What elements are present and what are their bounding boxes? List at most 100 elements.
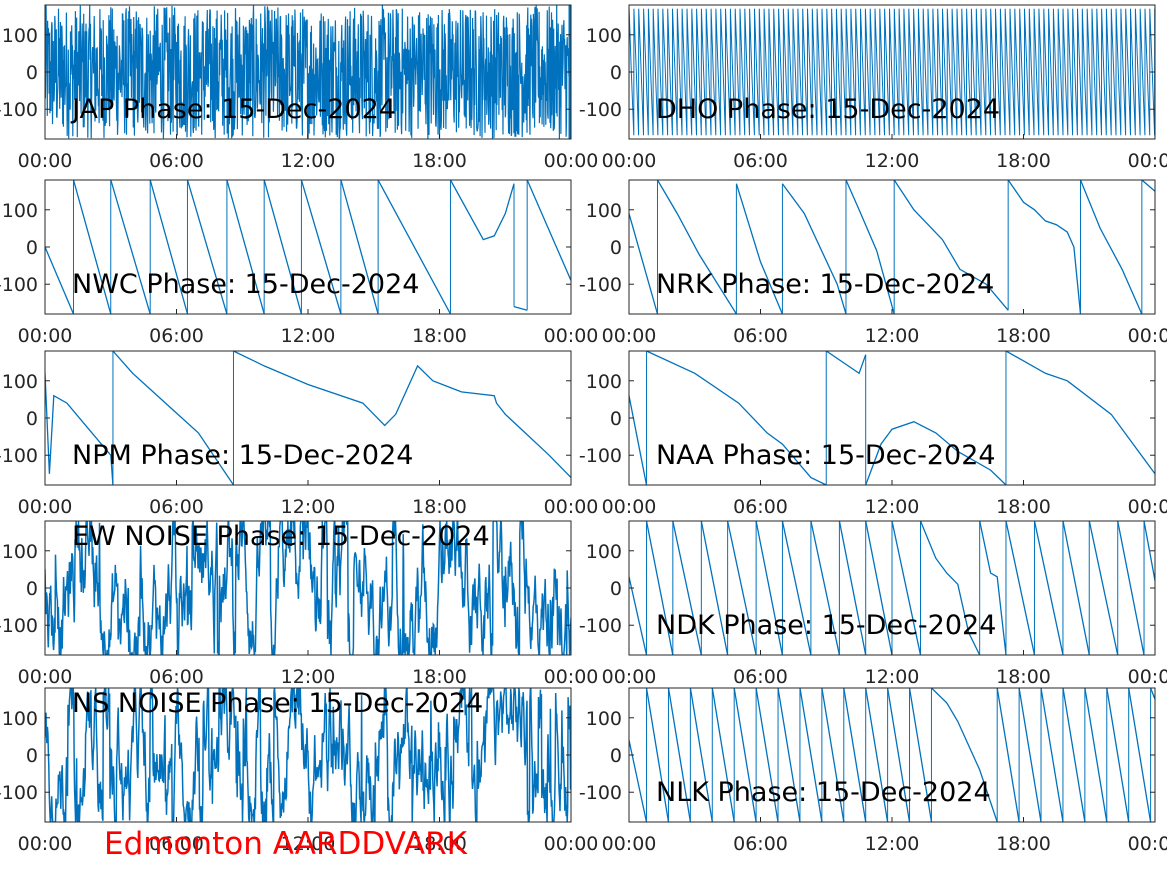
panel-title-npm: NPM Phase: 15-Dec-2024 (72, 440, 413, 471)
trace-nwc-10 (449, 180, 515, 241)
trace-nrk-6 (1007, 180, 1082, 314)
ytick-label: 100 (2, 200, 38, 222)
trace-nwc-1 (72, 180, 112, 314)
ytick-label: 100 (586, 200, 622, 222)
xtick-label: 18:00 (412, 496, 467, 518)
panel-ew: 100 0 -100 00:00 06:00 12:00 18:00 00:00 EW NOIS… (0, 520, 599, 688)
trace-nlk-21 (1128, 688, 1152, 822)
xtick-label: 00:00 (602, 325, 657, 347)
panel-title-ew: EW NOISE Phase: 15-Dec-2024 (72, 521, 490, 552)
xtick-label: 12:00 (865, 496, 920, 518)
trace-ndk-10 (891, 521, 922, 655)
trace-nlk-6 (755, 688, 779, 822)
trace-nlk-9 (821, 688, 845, 822)
xtick-label: 06:00 (149, 496, 204, 518)
xtick-label: 06:00 (733, 150, 788, 172)
trace-ndk-2 (672, 521, 702, 655)
ytick-label: 100 (586, 541, 622, 563)
series-nwc (45, 180, 571, 314)
xtick-label: 00:00 (602, 833, 657, 855)
trace-ndk-12 (979, 521, 1007, 655)
trace-ndk-0 (629, 576, 648, 655)
ytick-label: 0 (610, 408, 622, 430)
trace-nlk-14 (931, 688, 998, 822)
trace-nwc-11 (513, 305, 528, 311)
trace-nrk-2 (735, 183, 783, 314)
trace-nlk-20 (1106, 688, 1130, 822)
trace-nrk-1 (656, 180, 737, 314)
xtick-label: 00:00 (1128, 150, 1167, 172)
panel-naa: 100 0 -100 00:00 06:00 12:00 18:00 00:00 NAA Pha… (579, 350, 1167, 518)
panel-title-jap: JAP Phase: 15-Dec-2024 (70, 94, 396, 125)
xtick-label: 18:00 (996, 325, 1051, 347)
xtick-label: 06:00 (149, 325, 204, 347)
trace-npm-0 (45, 373, 114, 485)
xtick-label: 00:00 (1128, 496, 1167, 518)
trace-nlk-16 (1018, 688, 1042, 822)
trace-nlk-2 (667, 688, 692, 822)
xtick-label: 18:00 (412, 666, 467, 688)
ytick-label: 100 (586, 25, 622, 47)
xtick-label: 12:00 (281, 325, 336, 347)
trace-nlk-17 (1040, 688, 1064, 822)
xtick-label: 00:00 (602, 666, 657, 688)
trace-ndk-3 (700, 521, 729, 655)
series-ndk (629, 521, 1155, 655)
panel-title-ndk: NDK Phase: 15-Dec-2024 (656, 610, 996, 641)
ytick-label: 0 (610, 237, 622, 259)
xtick-label: 12:00 (281, 833, 336, 855)
ytick-label: 0 (26, 62, 38, 84)
xtick-label: 06:00 (149, 666, 204, 688)
series-dho (629, 8, 1155, 136)
trace-ndk-4 (726, 521, 757, 655)
xtick-label: 00:00 (1128, 325, 1167, 347)
series-ns (45, 688, 571, 822)
trace-nwc-9 (377, 180, 452, 314)
trace-nwc-4 (186, 180, 228, 314)
xtick-label: 00:00 (544, 325, 599, 347)
series-ew (45, 521, 571, 655)
xtick-label: 18:00 (412, 325, 467, 347)
trace-naa-1 (646, 351, 827, 485)
trace-ndk-1 (645, 521, 674, 655)
xtick-label: 00:00 (18, 325, 73, 347)
trace-nlk-13 (908, 688, 933, 822)
xtick-label: 12:00 (865, 833, 920, 855)
trace-naa-2 (825, 351, 867, 375)
xtick-label: 18:00 (412, 150, 467, 172)
trace-ew (45, 521, 571, 655)
xtick-label: 00:00 (544, 666, 599, 688)
ytick-label: 0 (26, 745, 38, 767)
trace-nrk-7 (1079, 180, 1143, 314)
xtick-label: 00:00 (1128, 833, 1167, 855)
ytick-label: 0 (26, 237, 38, 259)
xtick-label: 18:00 (996, 496, 1051, 518)
panel-ndk: 100 0 -100 00:00 06:00 12:00 18:00 00:00 NDK Pha… (579, 520, 1167, 688)
ytick-label: 100 (2, 541, 38, 563)
panel-dho: 100 0 -100 00:00 06:00 12:00 18:00 00:00 DHO Pha… (579, 4, 1167, 172)
ytick-label: 100 (2, 25, 38, 47)
xtick-label: 00:00 (18, 150, 73, 172)
xtick-label: 12:00 (281, 496, 336, 518)
station-label: Edmonton AARDDVARK (104, 826, 468, 862)
trace-naa-0 (629, 395, 648, 485)
trace-ndk-15 (1062, 521, 1090, 655)
ytick-label: -100 (579, 445, 622, 467)
trace-nlk-1 (645, 688, 670, 822)
panel-title-nrk: NRK Phase: 15-Dec-2024 (656, 269, 994, 300)
trace-nwc-5 (226, 180, 265, 314)
ytick-label: 0 (610, 578, 622, 600)
trace-nlk-11 (865, 688, 889, 822)
trace-nlk-18 (1062, 688, 1086, 822)
trace-nlk-22 (1149, 688, 1155, 700)
panel-ns: 100 0 -100 00:00 06:00 12:00 18:00 00:00 NS NOIS… (0, 687, 598, 855)
ytick-label: -100 (579, 615, 622, 637)
xtick-label: 06:00 (733, 325, 788, 347)
trace-nlk-0 (629, 739, 648, 822)
trace-npm-2 (233, 351, 571, 479)
trace-dho (629, 8, 1155, 136)
xtick-label: 00:00 (18, 833, 73, 855)
xtick-label: 00:00 (544, 496, 599, 518)
xtick-label: 06:00 (733, 833, 788, 855)
trace-nrk-0 (629, 213, 659, 314)
